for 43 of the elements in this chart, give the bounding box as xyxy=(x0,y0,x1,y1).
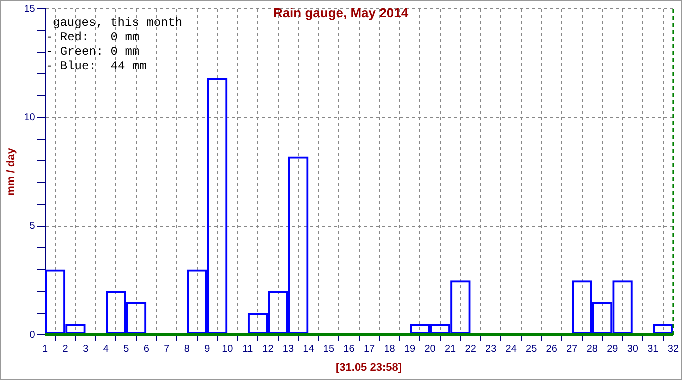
y-tick-label: 10 xyxy=(24,112,36,124)
x-tick-label: 1 xyxy=(42,344,49,355)
x-tick-label: 9 xyxy=(204,344,211,355)
x-tick-label: 14 xyxy=(303,344,315,355)
x-tick-label: 5 xyxy=(124,344,130,355)
y-axis-title: mm / day xyxy=(6,147,18,196)
x-tick-label: 23 xyxy=(486,344,498,355)
x-tick-label: 29 xyxy=(607,344,619,355)
x-tick-label: 2 xyxy=(62,344,69,355)
x-tick-label: 17 xyxy=(364,344,376,355)
x-tick-label: 28 xyxy=(586,344,598,355)
text: [31.05 23:58] xyxy=(336,362,402,374)
x-tick-label: 25 xyxy=(526,344,538,355)
x-tick-label: 10 xyxy=(222,344,234,355)
x-tick-label: 3 xyxy=(83,344,90,355)
x-tick-label: 11 xyxy=(242,344,254,355)
x-tick-label: 24 xyxy=(506,344,518,355)
x-tick-label: 6 xyxy=(144,344,150,355)
x-tick-label: 32 xyxy=(668,344,680,355)
x-tick-label: 20 xyxy=(424,344,436,355)
annotation: - Red: 0 mm xyxy=(46,30,140,45)
x-tick-label: 15 xyxy=(323,344,335,355)
chart-title: Rain gauge, May 2014 xyxy=(273,6,410,21)
x-tick-label: 19 xyxy=(404,344,416,355)
y-tick-label: 15 xyxy=(24,4,36,15)
annotation: - Green: 0 mm xyxy=(46,45,140,60)
x-tick-label: 22 xyxy=(465,344,477,355)
annotation: - Blue: 44 mm xyxy=(46,60,147,74)
x-tick-label: 13 xyxy=(282,344,294,355)
x-tick-label: 31 xyxy=(648,344,660,355)
x-tick-label: 26 xyxy=(546,344,558,355)
x-tick-label: 16 xyxy=(344,344,356,355)
x-tick-label: 8 xyxy=(184,344,190,355)
x-tick-label: 27 xyxy=(566,344,578,355)
x-tick-label: 21 xyxy=(444,344,457,355)
x-tick-label: 7 xyxy=(164,344,170,355)
x-tick-label: 12 xyxy=(262,344,274,355)
y-tick-label: 5 xyxy=(30,221,36,232)
annotation: gauges, this month xyxy=(53,16,183,30)
y-tick-label: 0 xyxy=(30,330,36,341)
x-tick-label: 4 xyxy=(103,344,110,355)
x-tick-label: 18 xyxy=(384,344,396,355)
x-tick-label: 30 xyxy=(627,344,639,355)
